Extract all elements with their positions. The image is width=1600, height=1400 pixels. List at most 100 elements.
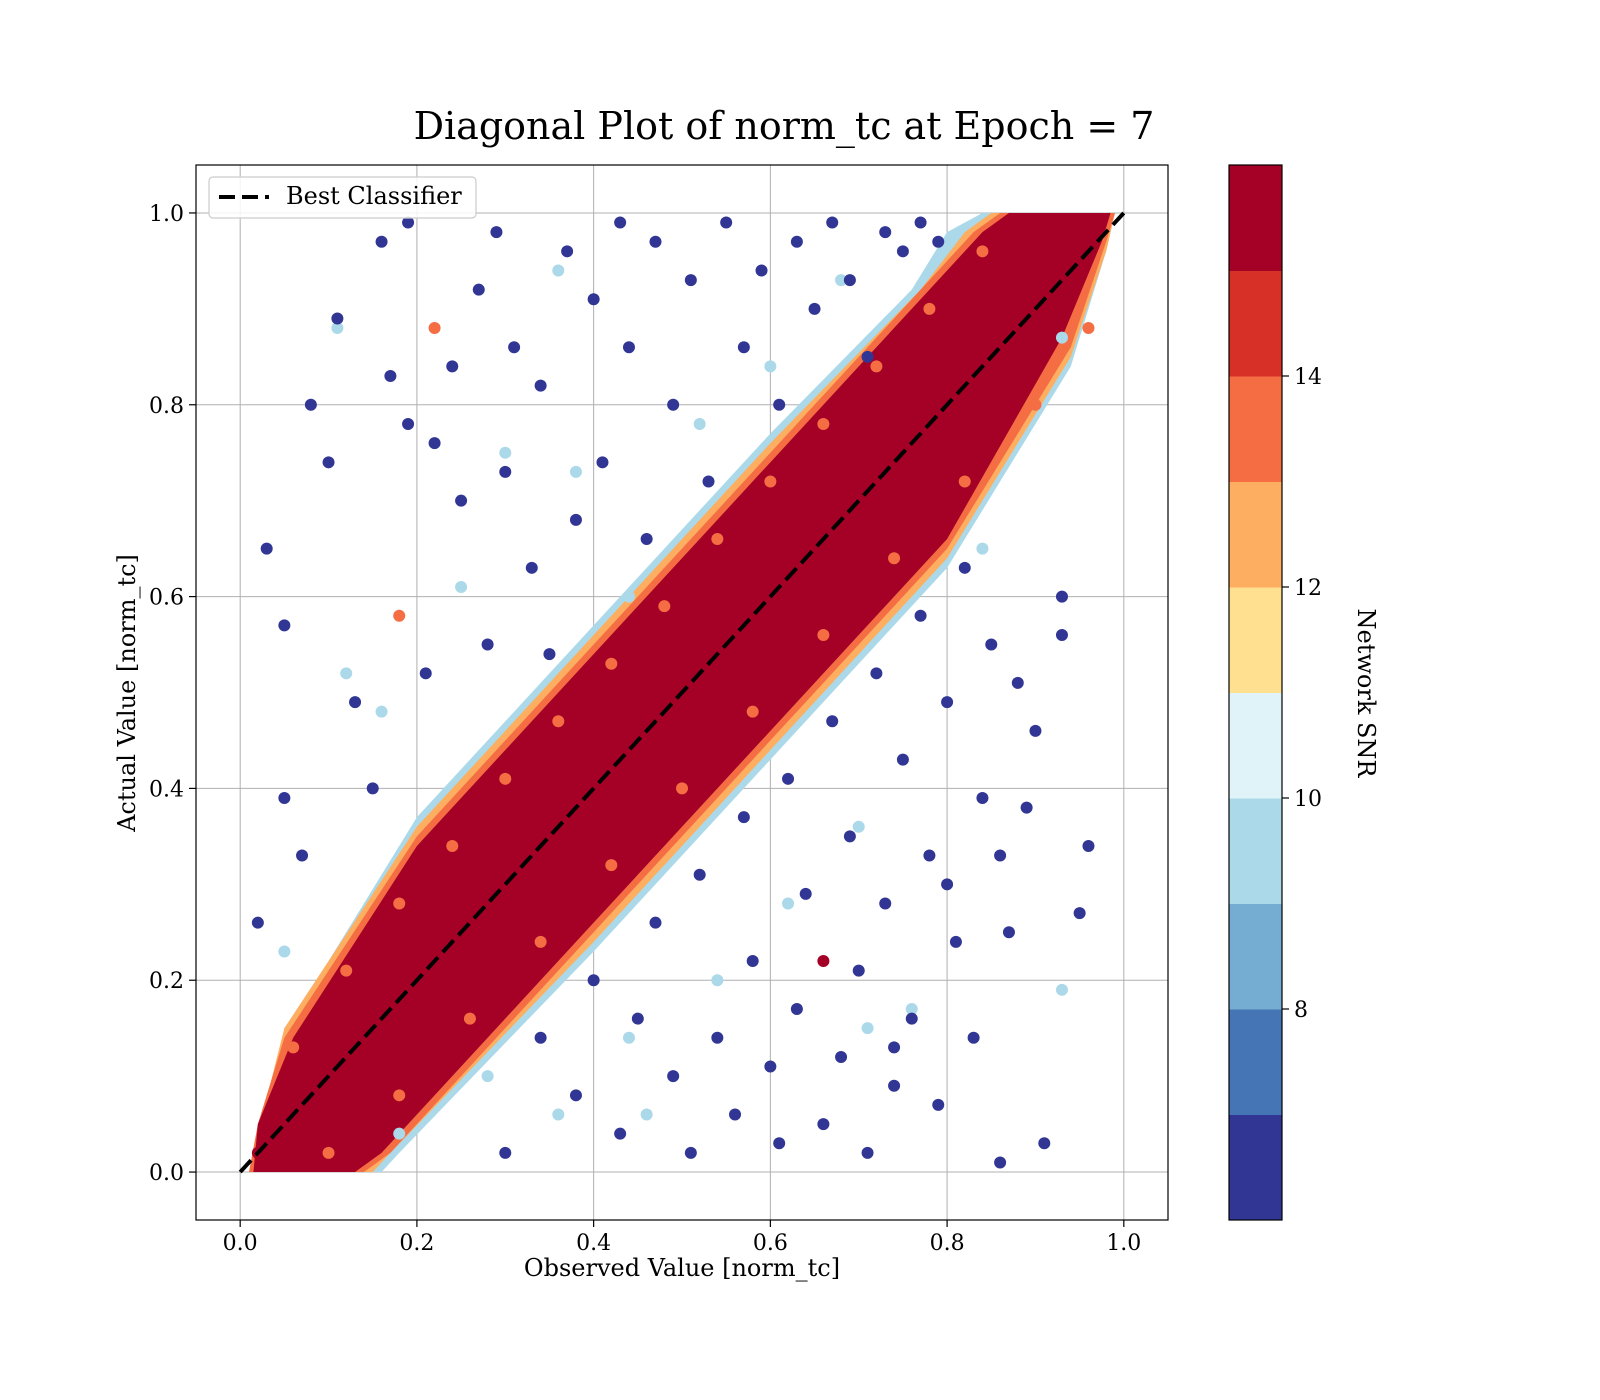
scatter-point-0 xyxy=(631,744,644,757)
scatter-point-3 xyxy=(260,542,273,555)
scatter-point-2 xyxy=(393,1127,406,1140)
scatter-point-3 xyxy=(499,1146,512,1159)
legend-box xyxy=(208,176,477,219)
scatter-point-3 xyxy=(914,216,927,229)
scatter-point-3 xyxy=(587,293,600,306)
scatter-point-3 xyxy=(932,235,945,248)
legend[interactable]: Best Classifier xyxy=(208,176,477,219)
best-classifier-line xyxy=(238,211,1126,1174)
scatter-point-3 xyxy=(667,1070,680,1083)
colorbar-band xyxy=(1229,270,1282,377)
scatter-point-3 xyxy=(941,878,954,891)
colorbar-ticks: 8 10 12 14 xyxy=(1282,365,1322,1023)
scatter-point-1 xyxy=(711,533,724,546)
scatter-point-1 xyxy=(1029,398,1042,411)
scatter-point-3 xyxy=(296,849,309,862)
scatter-point-3 xyxy=(508,341,521,354)
y-tick-label: 0.8 xyxy=(149,394,184,419)
scatter-point-2 xyxy=(622,590,635,603)
scatter-point-3 xyxy=(720,216,733,229)
scatter-point-3 xyxy=(534,1031,547,1044)
scatter-point-3 xyxy=(773,398,786,411)
scatter-point-2 xyxy=(340,667,353,680)
scatter-point-3 xyxy=(923,849,936,862)
y-axis-ticks: 0.0 0.2 0.4 0.6 0.8 1.0 xyxy=(149,202,196,1186)
scatter-point-2 xyxy=(481,1070,494,1083)
scatter-point-3 xyxy=(1038,1137,1051,1150)
x-axis-label: Observed Value [norm_tc] xyxy=(524,1254,840,1282)
colorbar-band xyxy=(1229,1009,1282,1115)
scatter-point-0 xyxy=(1047,245,1060,258)
scatter-point-1 xyxy=(923,302,936,315)
scatter-point-3 xyxy=(419,667,432,680)
scatter-point-1 xyxy=(888,552,901,565)
scatter-point-2 xyxy=(552,264,565,277)
scatter-point-3 xyxy=(561,245,574,258)
scatter-point-3 xyxy=(1020,801,1033,814)
scatter-point-3 xyxy=(525,561,538,574)
scatter-point-1 xyxy=(322,1146,335,1159)
legend-entry-best-classifier: Best Classifier xyxy=(286,182,462,210)
scatter-point-3 xyxy=(446,360,459,373)
scatter-point-3 xyxy=(737,341,750,354)
colorbar-band xyxy=(1229,587,1282,693)
scatter-point-3 xyxy=(905,1012,918,1025)
scatter-point-3 xyxy=(569,1089,582,1102)
scatter-point-0 xyxy=(896,456,909,469)
scatter-point-0 xyxy=(958,341,971,354)
scatter-point-1 xyxy=(870,360,883,373)
scatter-point-2 xyxy=(852,820,865,833)
scatter-point-3 xyxy=(711,1031,724,1044)
scatter-point-3 xyxy=(490,226,503,239)
scatter-point-3 xyxy=(366,782,379,795)
scatter-point-3 xyxy=(914,609,927,622)
scatter-point-2 xyxy=(976,542,989,555)
y-axis-label: Actual Value [norm_tc] xyxy=(113,554,141,833)
scatter-point-3 xyxy=(852,964,865,977)
colorbar-label: Network SNR xyxy=(1352,609,1380,779)
scatter-point-0 xyxy=(428,916,441,929)
scatter-point-3 xyxy=(879,897,892,910)
colorbar-band xyxy=(1229,798,1282,904)
scatter-point-3 xyxy=(1073,907,1086,920)
scatter-point-3 xyxy=(861,350,874,363)
scatter-point-3 xyxy=(1055,590,1068,603)
scatter-point-0 xyxy=(393,955,406,968)
scatter-point-3 xyxy=(896,245,909,258)
scatter-point-3 xyxy=(278,619,291,632)
scatter-point-0 xyxy=(304,1070,317,1083)
scatter-point-3 xyxy=(870,667,883,680)
scatter-point-3 xyxy=(1002,926,1015,939)
scatter-point-3 xyxy=(729,1108,742,1121)
scatter-point-3 xyxy=(888,1041,901,1054)
scatter-point-0 xyxy=(455,935,468,948)
scatter-point-3 xyxy=(534,379,547,392)
scatter-point-2 xyxy=(1055,331,1068,344)
scatter-point-3 xyxy=(428,437,441,450)
colorbar: 8 10 12 14 Network SNR xyxy=(1228,164,1380,1221)
scatter-point-3 xyxy=(322,456,335,469)
scatter-point-3 xyxy=(614,216,627,229)
scatter-point-3 xyxy=(702,475,715,488)
scatter-point-3 xyxy=(1055,628,1068,641)
scatter-point-0 xyxy=(481,878,494,891)
colorbar-band xyxy=(1229,481,1282,588)
scatter-point-3 xyxy=(472,283,485,296)
scatter-point-3 xyxy=(455,494,468,507)
colorbar-tick-label: 12 xyxy=(1294,576,1322,601)
scatter-point-3 xyxy=(994,849,1007,862)
scatter-point-1 xyxy=(552,715,565,728)
scatter-point-3 xyxy=(402,417,415,430)
scatter-point-3 xyxy=(958,561,971,574)
scatter-point-3 xyxy=(799,887,812,900)
scatter-point-2 xyxy=(455,581,468,593)
scatter-point-3 xyxy=(596,456,609,469)
x-tick-label: 0.6 xyxy=(753,1231,788,1256)
scatter-point-0 xyxy=(322,1022,335,1035)
x-tick-label: 1.0 xyxy=(1106,1231,1141,1256)
x-axis-ticks: 0.0 0.2 0.4 0.6 0.8 1.0 xyxy=(223,1220,1141,1256)
scatter-point-2 xyxy=(278,945,291,958)
scatter-point-3 xyxy=(251,916,264,929)
scatter-point-2 xyxy=(569,465,582,478)
scatter-point-2 xyxy=(782,897,795,910)
